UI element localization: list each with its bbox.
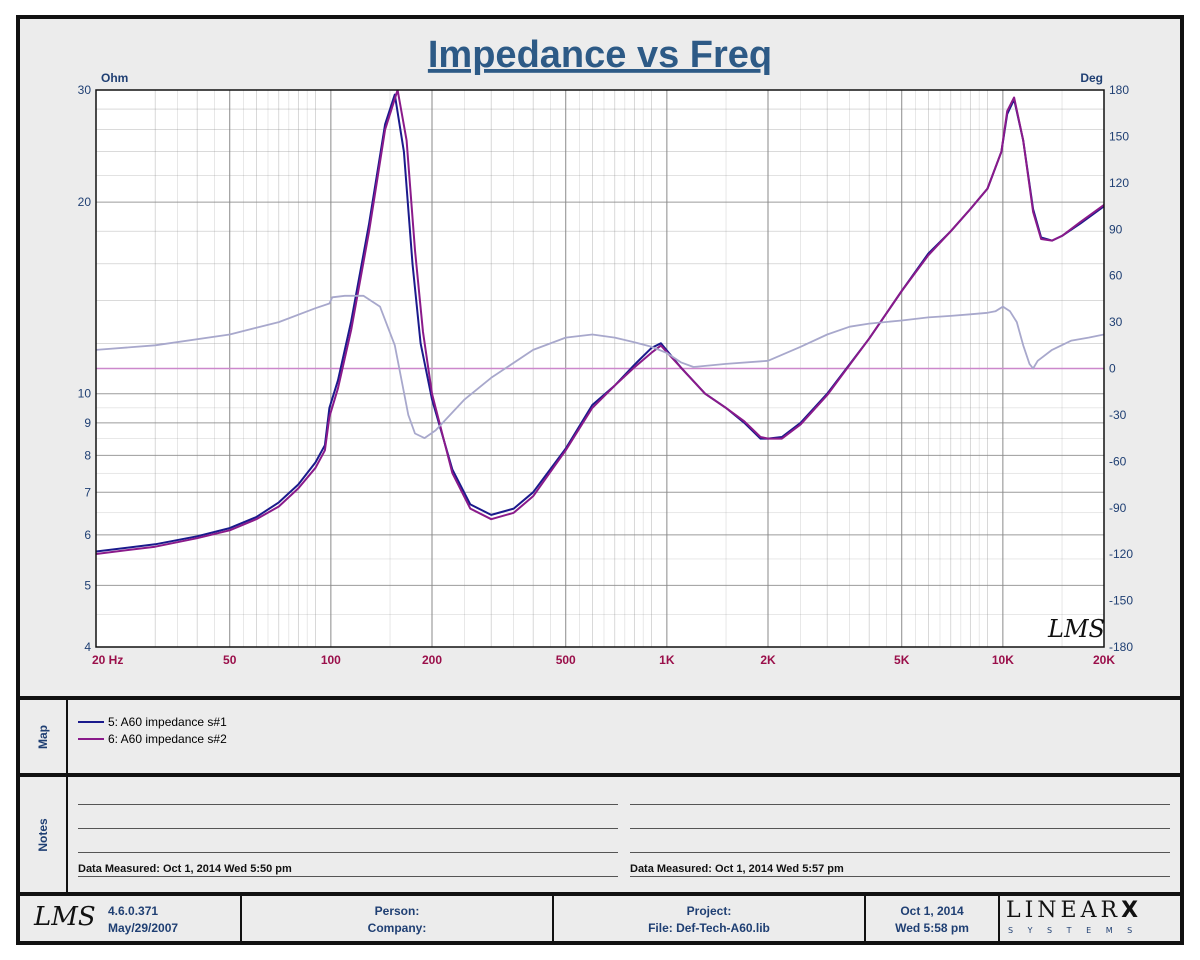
x-tick-label: 1K	[659, 653, 675, 667]
y-right-tick-label: 180	[1109, 83, 1129, 97]
note-line	[78, 828, 618, 829]
note-line	[78, 852, 618, 853]
legend-item: 5: A60 impedance s#1	[78, 714, 227, 730]
note-line	[630, 876, 1170, 877]
series-line-2	[96, 90, 1104, 555]
map-panel: Map 5: A60 impedance s#1 6: A60 impedanc…	[20, 700, 1180, 773]
y-left-tick-label: 6	[84, 528, 91, 542]
y-left-tick-label: 9	[84, 416, 91, 430]
note-line	[630, 852, 1170, 853]
lms-watermark: LMS	[1047, 615, 1105, 643]
footer: LMS 4.6.0.371 May/29/2007 Person: Compan…	[20, 896, 1180, 941]
y-left-tick-label: 20	[78, 195, 92, 209]
y-right-tick-label: -30	[1109, 408, 1127, 422]
separator	[20, 892, 1180, 896]
x-tick-label: 20K	[1093, 653, 1115, 667]
footer-person-cell: Person: Company:	[242, 896, 554, 941]
x-tick-label: 2K	[760, 653, 776, 667]
y-right-tick-label: -120	[1109, 547, 1133, 561]
y-left-axis-label: Ohm	[101, 71, 128, 85]
brand-x: X	[1121, 898, 1139, 923]
note-line	[630, 804, 1170, 805]
footer-company: Company:	[367, 921, 427, 935]
x-tick-label: 200	[422, 653, 442, 667]
footer-date-cell: Oct 1, 2014 Wed 5:58 pm	[866, 896, 1000, 941]
footer-time: Wed 5:58 pm	[895, 921, 969, 935]
x-tick-label: 500	[556, 653, 576, 667]
footer-person: Person:	[374, 904, 420, 918]
notes-side-label: Notes	[20, 777, 68, 892]
x-tick-labels: 20 Hz 50 100 200 500 1K 2K 5K 10K 20K	[92, 653, 1115, 667]
legend-label: 6: A60 impedance s#2	[108, 732, 227, 746]
phase-curve	[96, 294, 1104, 440]
footer-project: Project:	[686, 904, 732, 918]
y-right-axis-label: Deg	[1080, 71, 1103, 85]
plot-border	[95, 89, 1105, 648]
separator	[20, 773, 1180, 777]
y-right-tick-label: -90	[1109, 501, 1127, 515]
footer-version-date: May/29/2007	[108, 921, 179, 935]
footer-project-cell: Project: File: Def-Tech-A60.lib	[554, 896, 866, 941]
footer-version-cell: LMS 4.6.0.371 May/29/2007	[20, 896, 242, 941]
note-line	[78, 804, 618, 805]
y-right-tick-label: -150	[1109, 594, 1133, 608]
legend-label: 5: A60 impedance s#1	[108, 715, 227, 729]
footer-date: Oct 1, 2014	[900, 904, 964, 918]
footer-lms-logo: LMS	[34, 902, 96, 932]
legend-swatch	[78, 721, 104, 723]
y-left-tick-label: 5	[84, 578, 91, 592]
x-tick-label: 10K	[992, 653, 1014, 667]
footer-version: 4.6.0.371	[108, 904, 159, 918]
y-left-tick-label: 30	[78, 83, 92, 97]
y-right-tick-label: 150	[1109, 129, 1129, 143]
y-right-tick-label: 120	[1109, 176, 1129, 190]
note-measured-right: Data Measured: Oct 1, 2014 Wed 5:57 pm	[630, 863, 844, 875]
map-label: Map	[36, 724, 50, 749]
legend-swatch	[78, 738, 104, 740]
brand-word: LINEAR	[1006, 898, 1122, 923]
series-group	[96, 90, 1104, 555]
footer-file: File: Def-Tech-A60.lib	[648, 921, 770, 935]
y-left-tick-labels: 4 5 6 7 8 9 10 20 30	[78, 83, 92, 654]
notes-panel: Notes Data Measured: Oct 1, 2014 Wed 5:5…	[20, 777, 1180, 892]
x-tick-label: 5K	[894, 653, 910, 667]
separator	[20, 696, 1180, 700]
report-frame: Impedance vs Freq Ohm Deg 20 Hz 50 100 200 5…	[16, 15, 1184, 945]
x-tick-label: 20 Hz	[92, 653, 123, 667]
y-left-tick-label: 7	[84, 485, 91, 499]
linearx-logo: LINEARX	[1006, 898, 1174, 923]
x-tick-label: 100	[321, 653, 341, 667]
y-left-tick-label: 8	[84, 448, 91, 462]
note-line	[78, 876, 618, 877]
chart-title: Impedance vs Freq	[428, 34, 772, 76]
brand-subtitle: S Y S T E M S	[1008, 926, 1139, 935]
impedance-chart: Impedance vs Freq Ohm Deg 20 Hz 50 100 200 5…	[78, 34, 1134, 667]
y-left-tick-label: 10	[78, 387, 92, 401]
y-right-tick-label: 0	[1109, 362, 1116, 376]
footer-brand-cell: LINEARX S Y S T E M S	[1000, 896, 1180, 941]
y-right-tick-label: 90	[1109, 222, 1123, 236]
y-right-tick-label: 30	[1109, 315, 1123, 329]
x-tick-label: 50	[223, 653, 237, 667]
y-right-tick-label: -180	[1109, 640, 1133, 654]
plot-section: Impedance vs Freq Ohm Deg 20 Hz 50 100 200 5…	[20, 19, 1180, 696]
y-right-tick-label: 60	[1109, 269, 1123, 283]
note-measured-left: Data Measured: Oct 1, 2014 Wed 5:50 pm	[78, 863, 292, 875]
y-right-tick-labels: 180 150 120 90 60 30 0 -30 -60 -90 -120 -150 -180	[1109, 83, 1133, 654]
notes-label: Notes	[36, 817, 50, 852]
y-right-tick-label: -60	[1109, 454, 1127, 468]
y-left-tick-label: 4	[84, 640, 91, 654]
map-side-label: Map	[20, 700, 68, 773]
note-line	[630, 828, 1170, 829]
legend-item: 6: A60 impedance s#2	[78, 731, 227, 747]
